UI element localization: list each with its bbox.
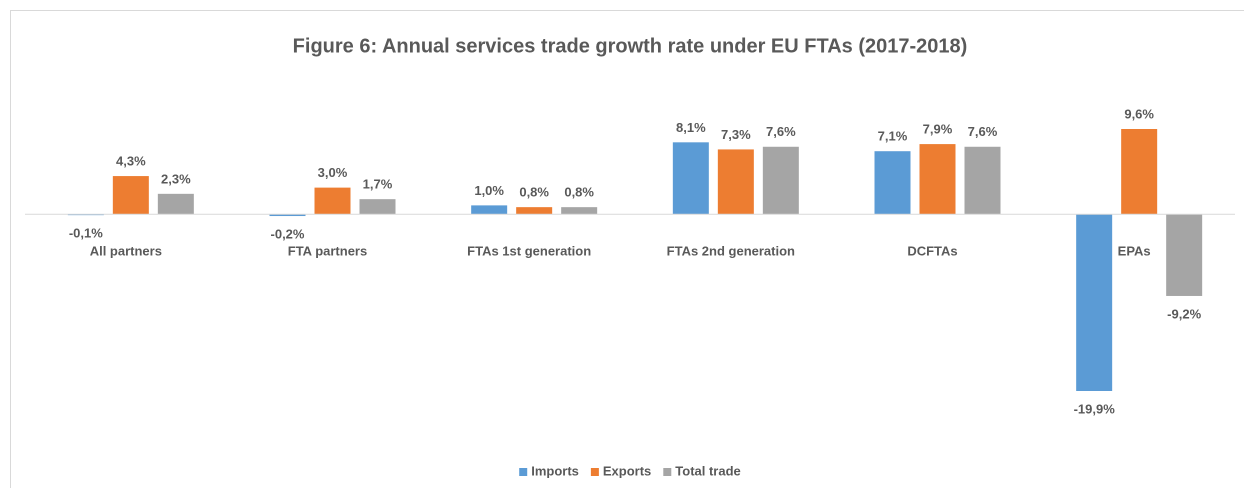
x-tick-label: FTAs 1st generation [467,244,591,259]
bar [269,214,306,217]
data-label: 9,6% [1124,106,1154,121]
data-label: 7,1% [878,129,908,144]
data-label: -19,9% [1074,401,1116,416]
bar [471,205,508,215]
bar [157,193,194,215]
data-label: 1,7% [363,177,393,192]
bar [1076,214,1113,391]
bar [359,199,396,215]
bar [717,149,754,215]
bar [672,142,709,215]
bar [762,146,799,215]
bar [561,207,598,215]
data-label: 7,3% [721,127,751,142]
chart-border [10,10,1244,488]
x-tick-label: All partners [90,244,162,259]
legend-swatch [590,468,599,476]
data-label: 2,3% [161,171,191,186]
chart-title: Figure 6: Annual services trade growth r… [293,35,968,57]
legend-label: Imports [531,463,579,478]
data-label: 3,0% [318,165,348,180]
legend-label: Exports [603,463,651,478]
data-label: -9,2% [1167,306,1201,321]
data-label: 7,6% [968,124,998,139]
bar [112,176,149,215]
data-label: 0,8% [564,185,594,200]
bar [919,144,956,215]
legend-swatch [663,468,672,476]
data-label: -0,1% [69,226,103,241]
x-tick-label: FTAs 2nd generation [667,244,795,259]
bar [314,187,351,215]
data-label: -0,2% [271,226,305,241]
x-tick-label: DCFTAs [907,244,957,259]
bar [1121,129,1158,215]
bar [964,146,1001,215]
x-tick-label: EPAs [1118,244,1151,259]
data-label: 4,3% [116,154,146,169]
bar [516,207,553,215]
data-label: 1,0% [474,183,504,198]
data-label: 8,1% [676,120,706,135]
x-tick-label: FTA partners [288,244,367,259]
data-label: 0,8% [519,185,549,200]
legend-swatch [519,468,528,476]
data-label: 7,9% [923,122,953,137]
bar [1166,214,1203,296]
legend-label: Total trade [675,463,741,478]
data-label: 7,6% [766,124,796,139]
bar [874,151,911,215]
